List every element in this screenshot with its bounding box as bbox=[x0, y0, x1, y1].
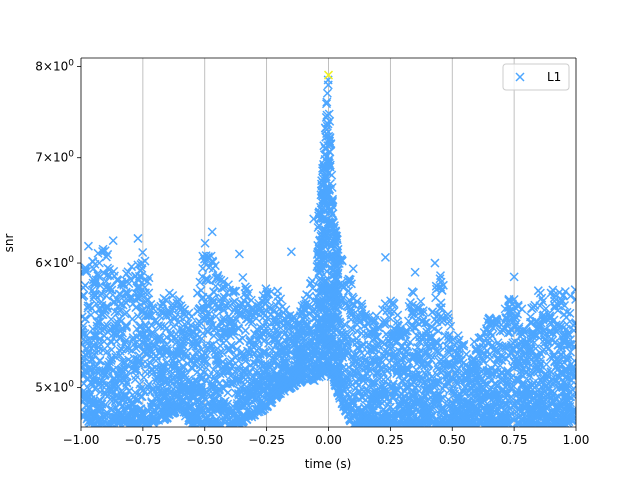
x-tick-label: 0.00 bbox=[315, 433, 342, 447]
data-point bbox=[386, 296, 396, 306]
y-axis-label: snr bbox=[2, 234, 16, 253]
legend-label-l1: L1 bbox=[547, 70, 561, 84]
data-point bbox=[434, 348, 444, 358]
data-point bbox=[98, 246, 108, 256]
x-tick-label: 1.00 bbox=[563, 433, 590, 447]
data-point bbox=[322, 88, 332, 98]
plot-area: −1.00 −0.75 −0.50 −0.25 0.00 0.25 0.50 0.75 1.00… bbox=[35, 57, 590, 447]
data-point bbox=[408, 306, 418, 316]
x-tick-label: 0.75 bbox=[501, 433, 528, 447]
legend: L1 bbox=[502, 63, 570, 91]
data-point bbox=[269, 305, 279, 315]
data-point bbox=[238, 272, 248, 283]
x-tick-label: 0.25 bbox=[377, 433, 404, 447]
data-point bbox=[89, 288, 99, 298]
data-point bbox=[90, 331, 100, 341]
x-tick-label: −0.50 bbox=[186, 433, 223, 447]
data-point bbox=[127, 262, 137, 272]
data-point bbox=[562, 352, 573, 362]
x-tick-label: −1.00 bbox=[63, 433, 100, 447]
snr-markers-l1 bbox=[81, 70, 576, 427]
x-axis-label: time (s) bbox=[305, 457, 352, 471]
data-point bbox=[140, 367, 150, 377]
data-point bbox=[215, 341, 225, 351]
data-point bbox=[138, 247, 148, 258]
x-tick-label: −0.75 bbox=[124, 433, 161, 447]
x-tick-label: 0.50 bbox=[439, 433, 466, 447]
data-point bbox=[133, 311, 143, 322]
x-tick-label: −0.25 bbox=[248, 433, 285, 447]
data-point bbox=[150, 341, 160, 351]
